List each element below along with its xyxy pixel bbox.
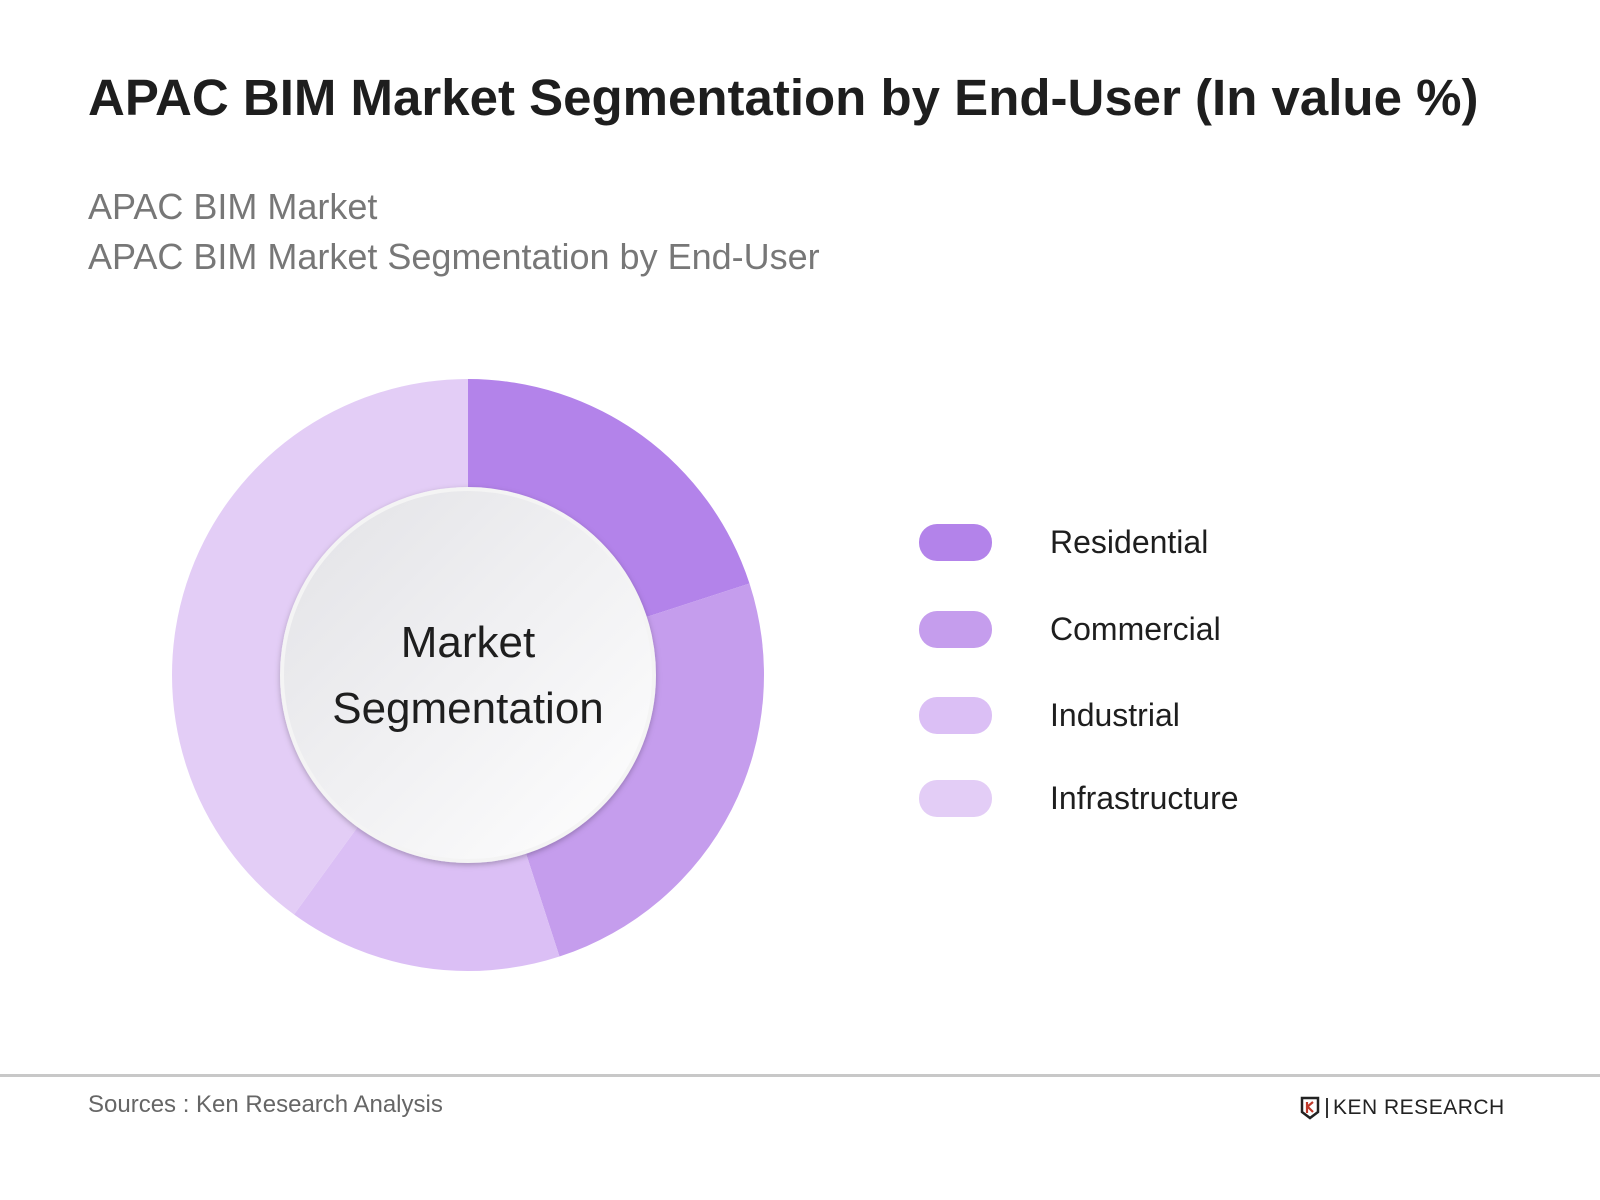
donut-slice-commercial bbox=[514, 583, 765, 957]
legend-swatch bbox=[919, 696, 992, 734]
legend-label: Infrastructure bbox=[1050, 779, 1239, 816]
ken-research-logo: KEN RESEARCH bbox=[1300, 1096, 1505, 1120]
legend-item-commercial: Commercial bbox=[919, 610, 1221, 648]
ken-logo-icon bbox=[1300, 1096, 1320, 1120]
subtitle-line-1: APAC BIM Market bbox=[88, 186, 378, 227]
legend-swatch bbox=[919, 610, 992, 648]
legend-swatch bbox=[919, 523, 992, 561]
center-label-line-1: Market bbox=[400, 618, 536, 667]
legend-swatch bbox=[919, 779, 992, 817]
subtitle-line-2: APAC BIM Market Segmentation by End-User bbox=[88, 236, 820, 277]
legend-label: Residential bbox=[1050, 523, 1209, 560]
center-label-line-2: Segmentation bbox=[332, 684, 604, 733]
footer-divider bbox=[0, 1074, 1600, 1077]
legend-item-infrastructure: Infrastructure bbox=[919, 779, 1239, 817]
chart-title: APAC BIM Market Segmentation by End-User… bbox=[88, 69, 1479, 126]
donut-slice-residential bbox=[468, 379, 750, 629]
legend-item-industrial: Industrial bbox=[919, 696, 1180, 734]
donut-center-disc bbox=[280, 487, 656, 863]
legend-label: Industrial bbox=[1050, 696, 1180, 733]
legend-label: Commercial bbox=[1050, 610, 1221, 647]
logo-text: KEN RESEARCH bbox=[1326, 1097, 1505, 1118]
legend-item-residential: Residential bbox=[919, 523, 1208, 561]
donut-center-label: Market Segmentation bbox=[318, 610, 618, 742]
sources-note: Sources : Ken Research Analysis bbox=[88, 1091, 443, 1118]
